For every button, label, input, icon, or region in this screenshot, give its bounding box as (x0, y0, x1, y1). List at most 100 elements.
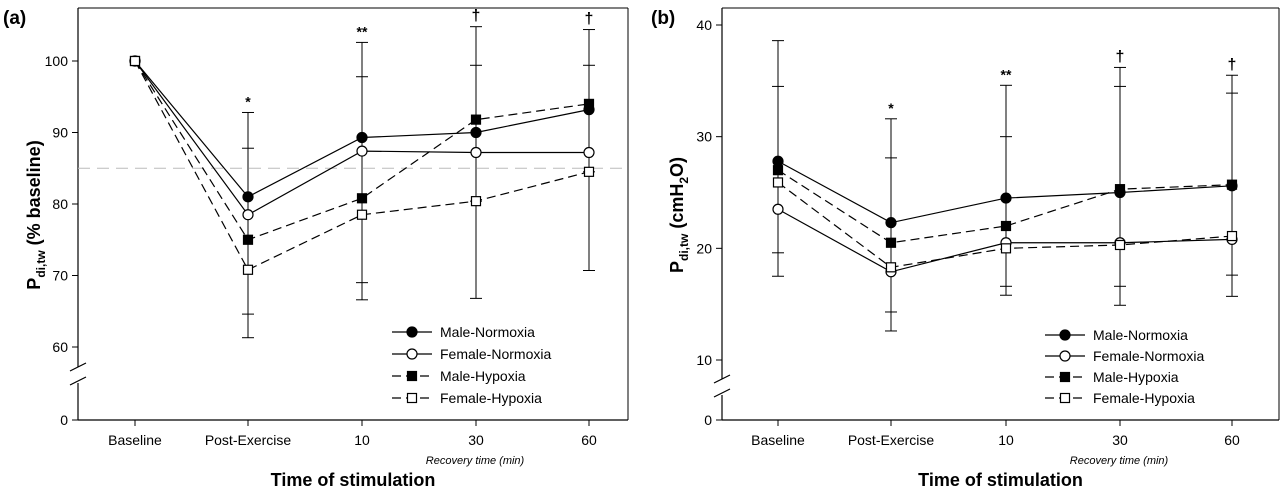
x-axis-title: Time of stimulation (271, 470, 436, 490)
y-tick-label: 80 (52, 196, 68, 212)
significance-marker: † (585, 11, 594, 28)
x-tick-label: 30 (468, 432, 484, 448)
x-tick-label: 60 (581, 432, 597, 448)
x-sublabel: Recovery time (min) (1070, 455, 1169, 467)
legend-label: Male-Hypoxia (440, 368, 526, 384)
x-tick-label: 30 (1112, 432, 1128, 448)
legend-label: Female-Normoxia (440, 346, 551, 362)
data-point (356, 209, 368, 220)
y-tick-label: 0 (60, 412, 68, 428)
axis-break-mark (69, 362, 87, 372)
significance-marker: † (472, 8, 481, 25)
data-point (1000, 243, 1012, 254)
y-axis-title-part: O) (667, 157, 687, 177)
data-point (470, 114, 482, 125)
significance-marker: ** (357, 23, 368, 39)
legend-label: Female-Hypoxia (1093, 390, 1195, 406)
chart-panel-0: (a) 60 70 80 90 100 0 Baseline Post-Exercise 10 30… (3, 7, 629, 490)
data-point (885, 262, 897, 273)
legend-label: Male-Hypoxia (1093, 369, 1179, 385)
data-point (1226, 230, 1238, 242)
data-point (1000, 220, 1012, 232)
y-axis-title-part: di,tw (677, 233, 691, 261)
y-axis-title: Pdi,tw (cmH2O) (667, 157, 691, 273)
y-tick-label: 60 (52, 339, 68, 355)
y-axis-title-part: (% baseline) (24, 140, 44, 250)
axis-break-mark (713, 388, 731, 398)
y-tick-label: 10 (696, 352, 712, 368)
y-tick-label: 20 (696, 240, 712, 256)
data-point (242, 209, 254, 221)
data-point (583, 98, 595, 110)
data-point (470, 196, 482, 207)
data-point (356, 193, 368, 204)
data-point (1114, 184, 1126, 195)
data-point (242, 234, 254, 245)
legend-marker (406, 392, 418, 404)
panel-label: (a) (3, 8, 26, 29)
data-point (242, 264, 254, 275)
legend-label: Female-Hypoxia (440, 390, 542, 406)
y-tick-label: 30 (696, 129, 712, 145)
legend-label: Male-Normoxia (1093, 327, 1188, 343)
y-axis-title-part: P (667, 261, 687, 273)
legend-marker (406, 326, 418, 338)
data-point (356, 131, 368, 144)
data-point (772, 165, 784, 176)
legend-marker (1059, 350, 1071, 362)
data-point (1114, 239, 1126, 251)
legend-marker (1059, 371, 1071, 383)
data-point (470, 146, 482, 159)
data-point (885, 217, 897, 229)
x-tick-label: Baseline (751, 432, 805, 448)
y-axis-title-part: P (24, 278, 44, 290)
data-point (583, 166, 595, 177)
data-point (1226, 179, 1238, 190)
data-point (470, 126, 482, 139)
series-line-3 (134, 60, 590, 271)
legend-marker (1059, 329, 1071, 341)
series-line-0 (777, 160, 1233, 224)
significance-marker: ** (1001, 66, 1012, 82)
data-point (583, 146, 595, 159)
panel-label: (b) (651, 8, 675, 29)
series-line-2 (777, 169, 1233, 244)
axis-break-mark (713, 374, 731, 384)
y-tick-label: 0 (704, 412, 712, 428)
y-axis-title-part: (cmH (667, 184, 687, 234)
y-tick-label: 40 (696, 17, 712, 33)
significance-marker: † (1228, 56, 1237, 73)
chart-panel-1: (b) 10 20 30 40 0 Baseline Post-Exercise 10 30 60 R… (651, 7, 1280, 490)
x-axis-title: Time of stimulation (918, 470, 1083, 490)
x-tick-label: Baseline (108, 432, 162, 448)
x-tick-label: Post-Exercise (848, 432, 935, 448)
data-point (885, 237, 897, 248)
x-tick-label: 10 (354, 432, 370, 448)
axis-break-mark (69, 376, 87, 386)
data-point (356, 145, 368, 157)
significance-marker: † (1116, 48, 1125, 65)
x-sublabel: Recovery time (min) (426, 455, 525, 467)
legend-marker (406, 348, 418, 360)
y-tick-label: 70 (52, 268, 68, 284)
data-point (772, 155, 784, 167)
legend-marker (1059, 392, 1071, 404)
y-axis-title-part: di,tw (34, 250, 48, 278)
data-point (242, 191, 254, 203)
data-point (129, 55, 141, 67)
legend-marker (406, 370, 418, 382)
y-tick-label: 90 (52, 125, 68, 141)
y-axis-title: Pdi,tw (% baseline) (24, 140, 48, 289)
x-tick-label: 10 (998, 432, 1014, 448)
series-line-2 (134, 60, 590, 241)
legend-label: Male-Normoxia (440, 324, 535, 340)
significance-marker: * (888, 100, 894, 116)
y-tick-label: 100 (45, 53, 69, 69)
x-tick-label: Post-Exercise (205, 432, 292, 448)
data-point (772, 203, 784, 215)
data-point (1000, 192, 1012, 204)
y-axis-title-part: 2 (677, 177, 691, 184)
legend-label: Female-Normoxia (1093, 348, 1204, 364)
